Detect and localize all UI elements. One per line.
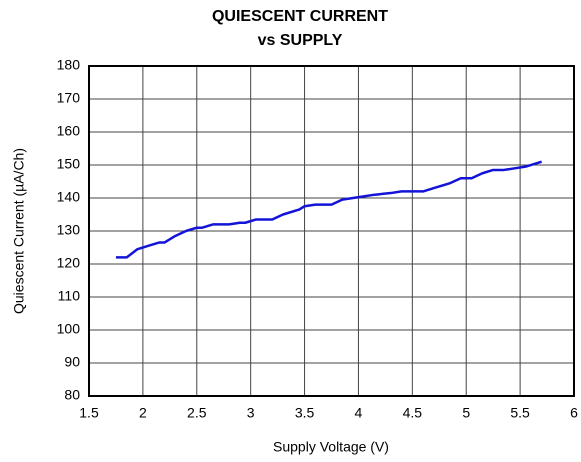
x-tick-label: 4: [355, 405, 363, 421]
plot-border: [88, 65, 575, 397]
y-tick-label: 100: [57, 321, 81, 337]
x-tick-label: 6: [570, 405, 578, 421]
x-tick-label: 3.5: [295, 405, 315, 421]
y-tick-label: 170: [57, 90, 81, 106]
y-tick-label: 150: [57, 156, 81, 172]
x-tick-label: 5.5: [510, 405, 530, 421]
x-tick-label: 2: [139, 405, 147, 421]
y-tick-label: 80: [64, 387, 80, 403]
y-tick-label: 120: [57, 255, 81, 271]
x-tick-label: 3: [247, 405, 255, 421]
y-axis-label: Quiescent Current (µA/Ch): [11, 148, 27, 314]
y-tick-label: 140: [57, 189, 81, 205]
y-tick-label: 90: [64, 354, 80, 370]
y-tick-label: 110: [58, 288, 81, 304]
y-tick-label: 180: [57, 57, 81, 73]
chart-title: QUIESCENT CURRENT: [212, 8, 388, 25]
x-tick-label: 5: [462, 405, 470, 421]
y-tick-label: 160: [57, 123, 81, 139]
x-tick-label: 1.5: [79, 405, 99, 421]
y-tick-label: 130: [57, 222, 81, 238]
x-tick-label: 4.5: [403, 405, 423, 421]
x-axis-label: Supply Voltage (V): [273, 439, 389, 455]
x-tick-label: 2.5: [187, 405, 207, 421]
chart-subtitle: vs SUPPLY: [258, 32, 343, 49]
data-line: [115, 160, 543, 259]
